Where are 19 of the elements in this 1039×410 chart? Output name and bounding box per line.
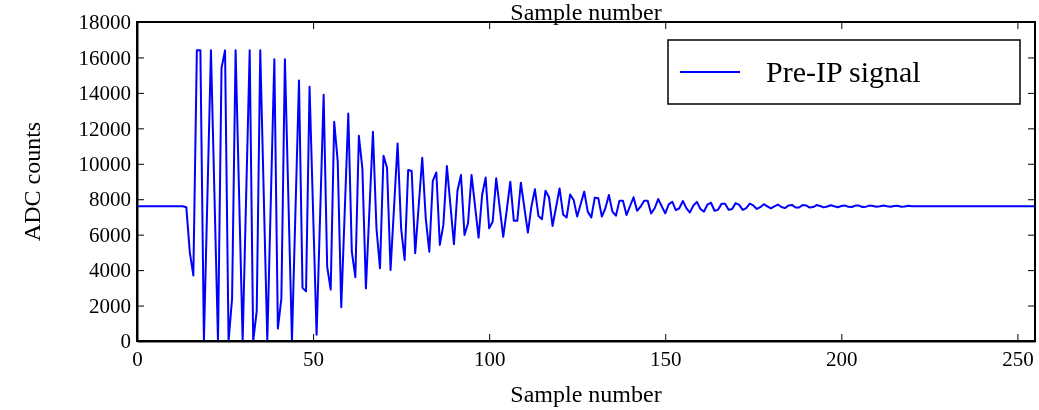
y-tick-label: 0 <box>120 329 131 354</box>
y-tick-label: 8000 <box>89 187 131 212</box>
y-tick-label: 14000 <box>78 81 131 106</box>
x-tick-label: 250 <box>1002 346 1034 371</box>
y-tick-label: 18000 <box>78 10 131 35</box>
y-tick-label: 16000 <box>78 45 131 70</box>
y-tick-label: 4000 <box>89 258 131 283</box>
y-tick-label: 10000 <box>78 152 131 176</box>
y-tick-label: 6000 <box>89 222 131 247</box>
x-tick-label: 100 <box>473 346 506 371</box>
y-axis-title: ADC counts <box>19 121 45 242</box>
x-tick-label: 50 <box>303 346 325 371</box>
legend-label: Pre-IP signal <box>766 55 921 88</box>
x-tick-label: 150 <box>649 346 682 371</box>
y-tick-label: 12000 <box>78 116 131 141</box>
x-tick-label: 200 <box>826 346 858 371</box>
chart-title: Sample number <box>510 0 662 25</box>
y-tick-label: 2000 <box>89 293 131 318</box>
x-axis-title: Sample number <box>510 381 662 407</box>
